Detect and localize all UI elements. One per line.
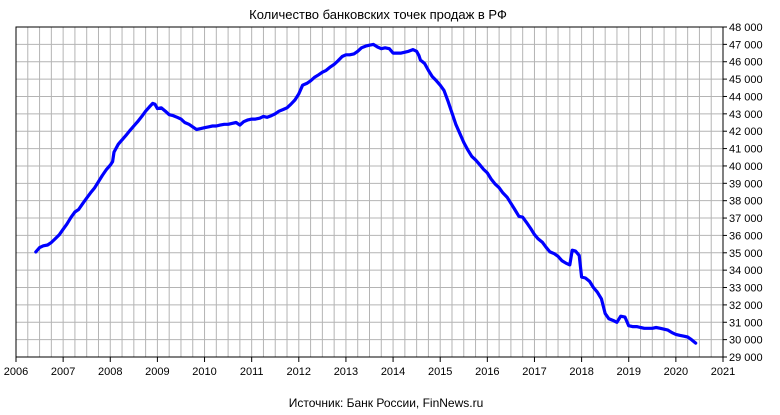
y-tick-label: 30 000	[729, 335, 763, 347]
y-tick-label: 47 000	[729, 39, 763, 51]
x-tick-label: 2008	[98, 366, 122, 378]
y-tick-label: 34 000	[729, 265, 763, 277]
y-tick-label: 29 000	[729, 352, 763, 364]
grid	[16, 27, 723, 357]
chart-background	[0, 0, 780, 415]
x-tick-label: 2019	[616, 366, 640, 378]
y-tick-label: 42 000	[729, 126, 763, 138]
x-tick-label: 2014	[381, 366, 405, 378]
x-tick-label: 2012	[287, 366, 311, 378]
x-tick-label: 2006	[4, 366, 28, 378]
y-tick-label: 48 000	[729, 22, 763, 34]
y-tick-label: 43 000	[729, 109, 763, 121]
chart-title: Количество банковских точек продаж в РФ	[249, 7, 507, 22]
y-tick-label: 44 000	[729, 91, 763, 103]
y-tick-label: 33 000	[729, 283, 763, 295]
y-tick-label: 39 000	[729, 178, 763, 190]
y-tick-label: 32 000	[729, 300, 763, 312]
x-tick-label: 2015	[428, 366, 452, 378]
x-tick-label: 2009	[145, 366, 169, 378]
x-tick-label: 2011	[240, 366, 264, 378]
y-tick-label: 37 000	[729, 213, 763, 225]
y-tick-label: 35 000	[729, 248, 763, 260]
chart: Количество банковских точек продаж в РФ …	[0, 0, 780, 415]
x-tick-label: 2007	[51, 366, 75, 378]
y-tick-label: 31 000	[729, 317, 763, 329]
y-tick-label: 38 000	[729, 196, 763, 208]
x-tick-label: 2013	[334, 366, 358, 378]
x-tick-label: 2021	[711, 366, 735, 378]
y-tick-label: 46 000	[729, 57, 763, 69]
x-tick-label: 2017	[522, 366, 546, 378]
x-tick-label: 2010	[192, 366, 216, 378]
y-tick-label: 40 000	[729, 161, 763, 173]
y-tick-label: 36 000	[729, 230, 763, 242]
x-tick-label: 2016	[475, 366, 499, 378]
y-tick-label: 41 000	[729, 144, 763, 156]
x-tick-label: 2018	[569, 366, 593, 378]
chart-source: Источник: Банк России, FinNews.ru	[289, 396, 484, 410]
y-tick-label: 45 000	[729, 74, 763, 86]
x-tick-label: 2020	[664, 366, 688, 378]
